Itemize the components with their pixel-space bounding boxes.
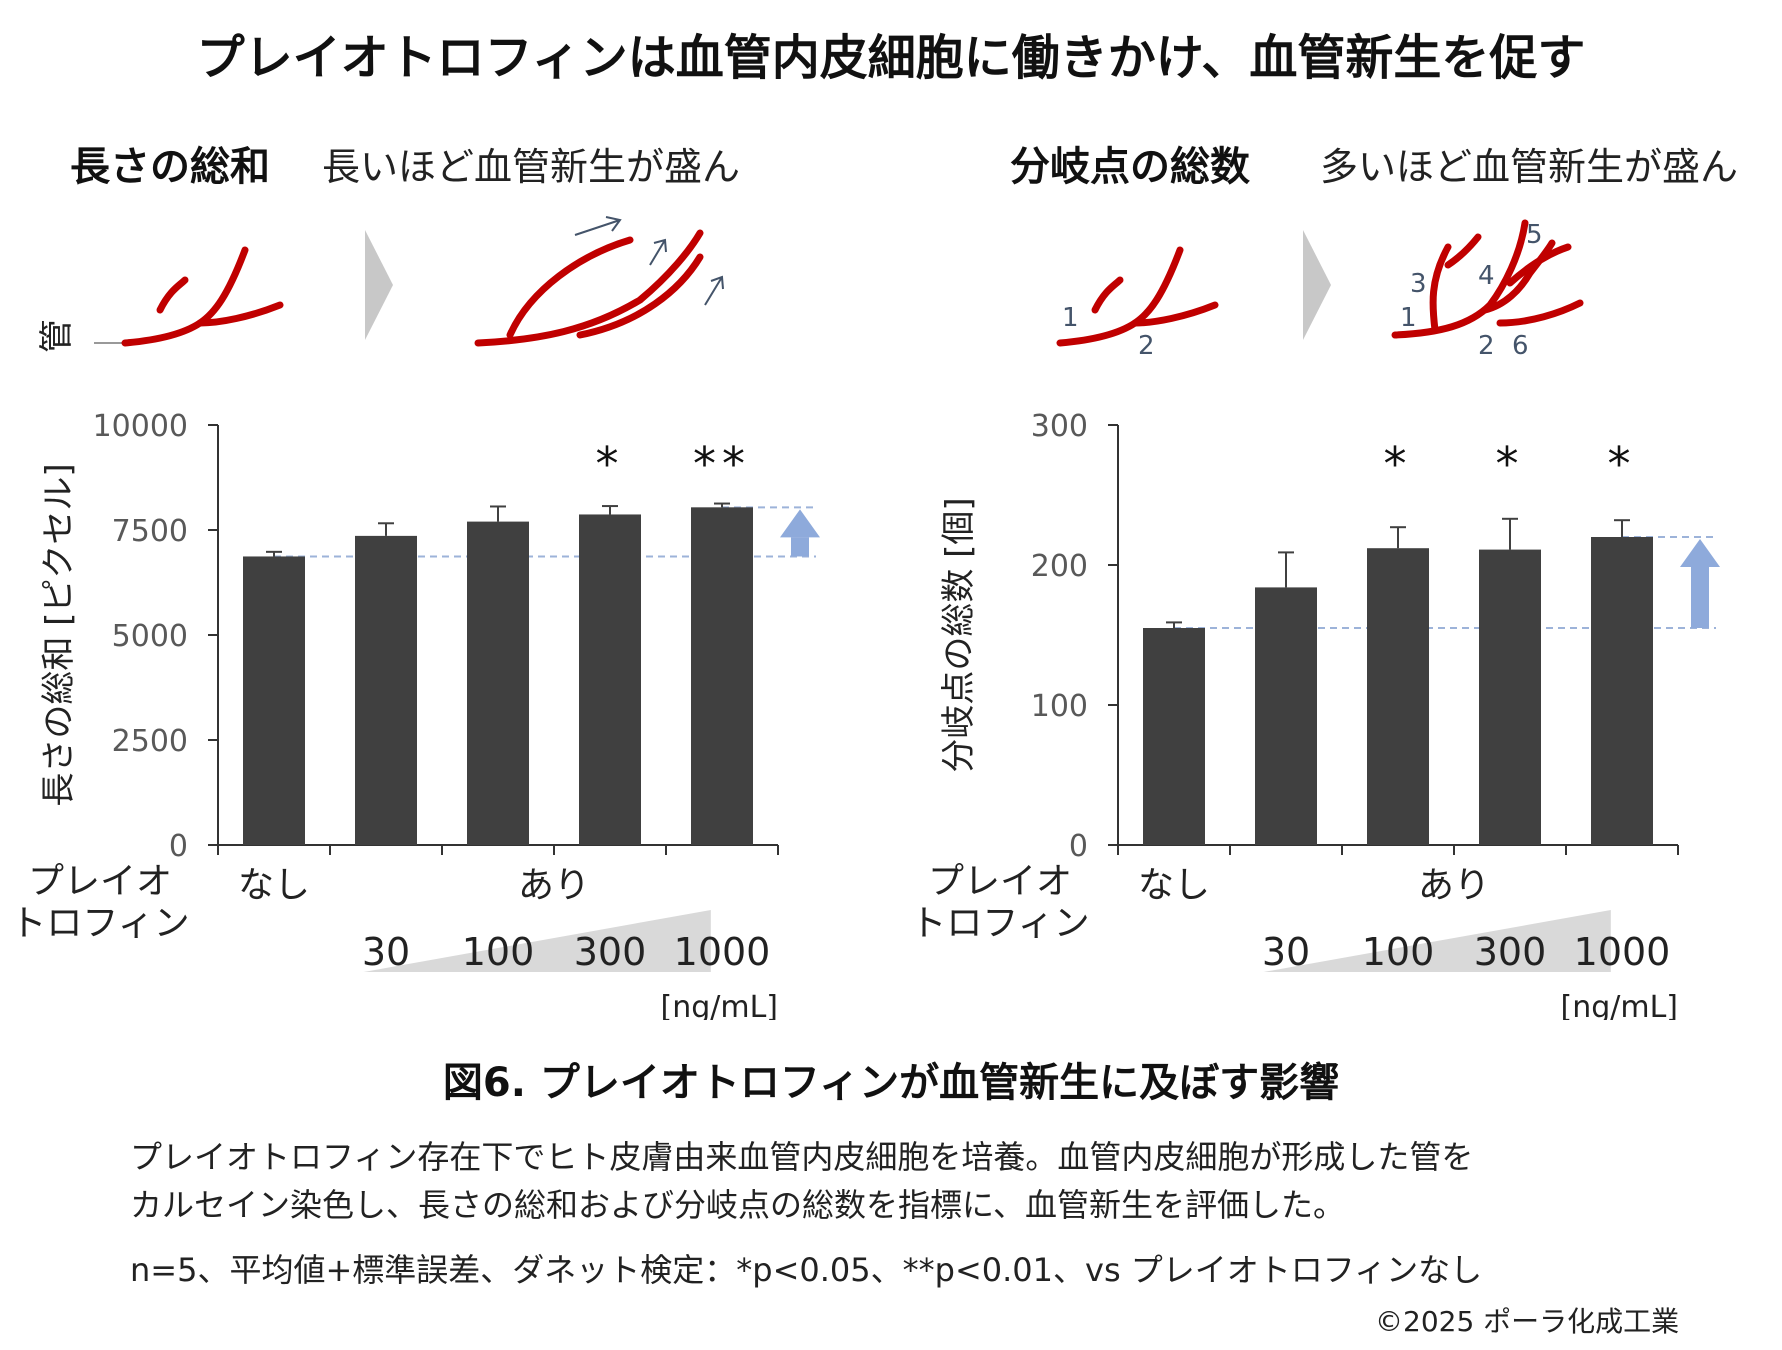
vessel-before-length	[121, 246, 284, 347]
y-tick-label: 100	[1031, 689, 1088, 724]
x-row-label-line1: プレイオ	[28, 861, 172, 902]
dose-label: 30	[1262, 930, 1310, 974]
description-line-2: カルセイン染色し、長さの総和および分岐点の総数を指標に、血管新生を評価した。	[130, 1186, 1346, 1224]
bar	[691, 507, 753, 845]
y-tick-label: 5000	[112, 619, 188, 654]
unit-label: [ng/mL]	[660, 990, 778, 1020]
group-label-with: あり	[518, 865, 590, 906]
x-row-label-line2: トロフィン	[910, 903, 1089, 944]
growth-arrows	[574, 216, 724, 306]
copyright: ©2025 ポーラ化成工業	[1375, 1305, 1680, 1338]
bar	[467, 521, 529, 845]
figure-caption: 図6. プレイオトロフィンが血管新生に及ぼす影響	[442, 1060, 1340, 1106]
y-tick-label: 200	[1031, 549, 1088, 584]
bar	[355, 535, 417, 845]
significance-marker: *	[596, 437, 625, 491]
dose-label: 300	[574, 930, 647, 974]
increase-arrow-head	[780, 509, 820, 538]
left-panel-heading: 長さの総和	[70, 144, 270, 190]
page-title: プレイオトロフィンは血管内皮細胞に働きかけ、血管新生を促す	[196, 30, 1586, 86]
description-line-1: プレイオトロフィン存在下でヒト皮膚由来血管内皮細胞を培養。血管内皮細胞が形成した…	[130, 1138, 1474, 1176]
bar	[1255, 587, 1317, 845]
dose-label: 100	[462, 930, 535, 974]
dose-label: 300	[1474, 930, 1547, 974]
x-row-label-line2: トロフィン	[10, 903, 189, 944]
unit-label: [ng/mL]	[1560, 990, 1678, 1020]
stats-note: n=5、平均値+標準誤差、ダネット検定：*p<0.05、**p<0.01、vs …	[130, 1251, 1483, 1289]
y-tick-label: 0	[1069, 829, 1088, 864]
x-row-label-line1: プレイオ	[928, 861, 1072, 902]
branch-number: 5	[1526, 220, 1543, 250]
increase-arrow-shaft	[791, 537, 809, 557]
group-label-none: なし	[238, 865, 310, 906]
vessel-before-branches	[1056, 246, 1219, 347]
vessel-illustrations: 管	[37, 216, 1584, 353]
significance-marker: **	[693, 437, 751, 491]
branch-number: 6	[1512, 331, 1529, 361]
dose-wedge	[1263, 910, 1611, 972]
branch-number: 2	[1138, 331, 1155, 361]
dose-label: 100	[1362, 930, 1435, 974]
y-tick-label: 300	[1031, 409, 1088, 444]
branch-chart: 分岐点の総数 [個] 0 100 200 300 * * * プレイオトロフィン なし あり 30 10…	[910, 409, 1720, 1020]
bar	[579, 514, 641, 845]
step-arrow-left	[365, 230, 393, 340]
y-tick-label: 2500	[112, 724, 188, 759]
y-axis-title: 長さの総和 [ピクセル]	[39, 463, 79, 806]
significance-marker: *	[1384, 437, 1413, 491]
significance-marker: *	[1608, 437, 1637, 491]
increase-arrow-head	[1680, 539, 1720, 567]
left-panel-subheading: 長いほど血管新生が盛ん	[322, 145, 741, 189]
branch-number: 2	[1478, 331, 1495, 361]
bar	[243, 556, 305, 845]
right-panel-subheading: 多いほど血管新生が盛ん	[1320, 145, 1739, 189]
bar	[1479, 549, 1541, 845]
tube-label: 管	[37, 319, 77, 353]
dose-label: 30	[362, 930, 410, 974]
dose-label: 1000	[674, 930, 771, 974]
bar	[1367, 548, 1429, 845]
right-panel-heading: 分岐点の総数	[1010, 144, 1250, 190]
branch-number: 4	[1478, 261, 1495, 291]
dose-wedge	[363, 910, 711, 972]
bar	[1143, 628, 1205, 845]
y-tick-label: 10000	[93, 409, 188, 444]
branch-number-layer: 1 2 1 2 3 4 5 6	[0, 195, 1782, 380]
branch-number: 1	[1400, 303, 1417, 333]
group-label-none: なし	[1138, 865, 1210, 906]
vessel-after-branches	[1391, 219, 1584, 339]
y-tick-label: 7500	[112, 514, 188, 549]
y-axis-title: 分岐点の総数 [個]	[939, 497, 979, 772]
significance-marker: *	[1496, 437, 1525, 491]
increase-arrow-shaft	[1691, 567, 1709, 628]
branch-number: 3	[1410, 269, 1427, 299]
group-label-with: あり	[1418, 865, 1490, 906]
y-tick-label: 0	[169, 829, 188, 864]
branch-number: 1	[1062, 303, 1079, 333]
vessel-after-length	[474, 229, 704, 347]
dose-label: 1000	[1574, 930, 1671, 974]
step-arrow-right	[1303, 230, 1331, 340]
bar	[1591, 537, 1653, 845]
